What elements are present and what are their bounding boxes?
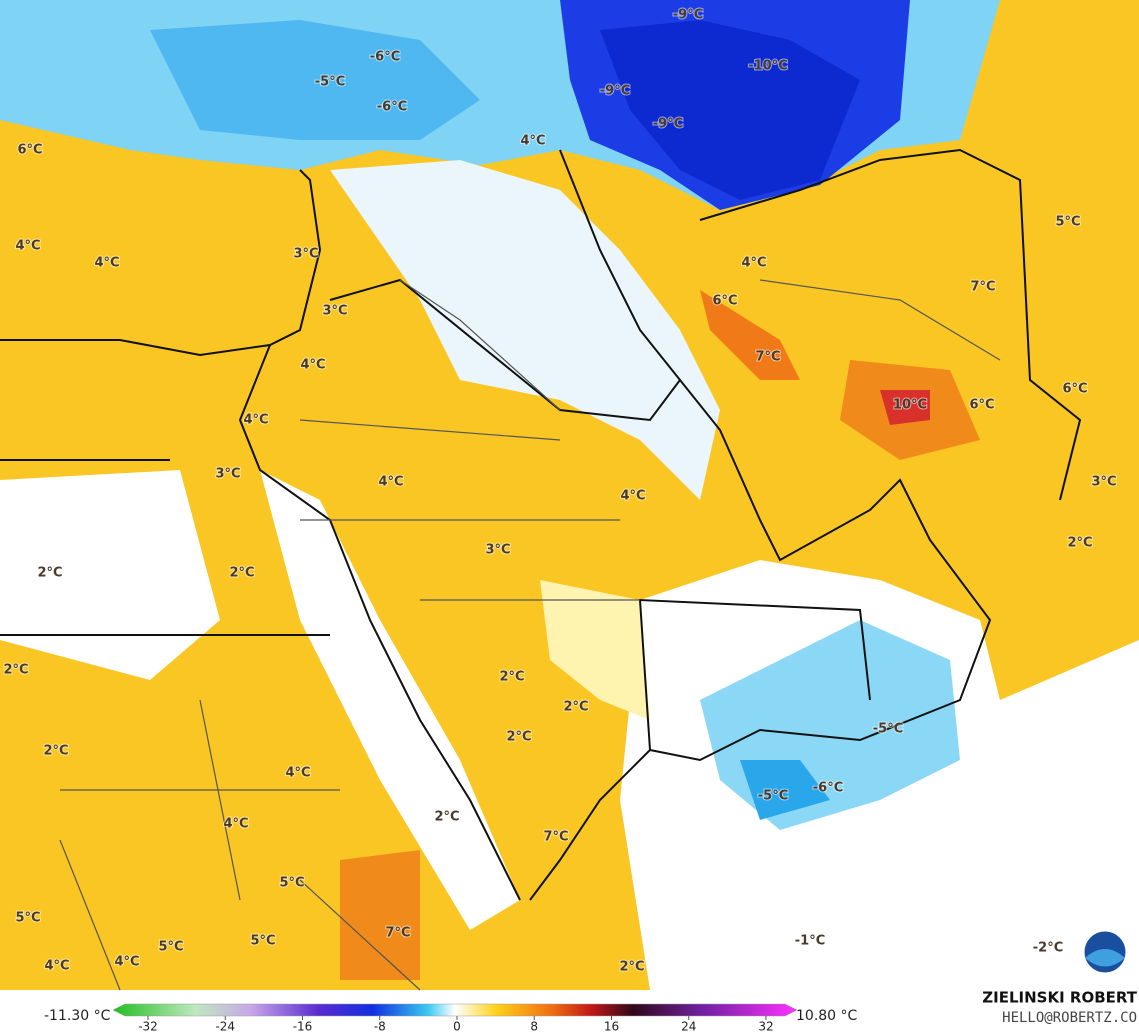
temperature-label: -5°C xyxy=(873,722,903,737)
temperature-label: 4°C xyxy=(741,256,766,271)
map-labels: -9°C -6°C -10°C -5°C -9°C -6°C -9°C 4°C 6°C 4°C 4°… xyxy=(2,7,1117,976)
temperature-label: 2°C xyxy=(619,960,644,975)
temperature-label: 2°C xyxy=(1067,536,1092,551)
borders xyxy=(0,148,1082,991)
colorbar-ticks: -32 -24 -16 -8 0 8 16 24 32 xyxy=(138,1016,774,1034)
temperature-label: -6°C xyxy=(370,50,400,65)
temperature-label: -9°C xyxy=(600,84,630,99)
temperature-label: -6°C xyxy=(813,781,843,796)
map-background xyxy=(0,0,1139,990)
temperature-label: 5°C xyxy=(15,911,40,926)
temperature-label: 7°C xyxy=(755,350,780,365)
temperature-label: 3°C xyxy=(1091,475,1116,490)
temperature-label: 6°C xyxy=(969,398,994,413)
temperature-label: 4°C xyxy=(114,955,139,970)
temperature-label: 2°C xyxy=(434,810,459,825)
credit-name: ZIELINSKI ROBERT xyxy=(982,989,1137,1007)
colorbar: -11.30 °C 10.80 °C -32 -24 -16 -8 0 8 16 24 32 xyxy=(44,1003,858,1034)
temperature-label: 2°C xyxy=(563,700,588,715)
colorbar-tick-label: -32 xyxy=(138,1020,158,1034)
credit-contact: HELLO@ROBERTZ.CO xyxy=(1002,1010,1137,1026)
temperature-label: 4°C xyxy=(15,239,40,254)
temperature-label: 2°C xyxy=(499,670,524,685)
temperature-label: 4°C xyxy=(520,134,545,149)
temperature-label: 3°C xyxy=(322,304,347,319)
temperature-label: 4°C xyxy=(94,256,119,271)
colorbar-min: -11.30 °C xyxy=(44,1008,111,1024)
temperature-label: 5°C xyxy=(158,940,183,955)
colorbar-tick-label: 8 xyxy=(530,1020,538,1034)
colorbar-tick-label: 16 xyxy=(604,1020,619,1034)
temperature-label: 5°C xyxy=(279,876,304,891)
temperature-label: 6°C xyxy=(712,294,737,309)
colorbar-tick-label: 24 xyxy=(681,1020,696,1034)
temperature-label: 2°C xyxy=(3,663,28,678)
temperature-label: -9°C xyxy=(653,117,683,132)
noaa-logo-wave xyxy=(1085,949,1125,967)
temperature-label: 5°C xyxy=(1055,215,1080,230)
colorbar-tick-label: 0 xyxy=(453,1020,461,1034)
temperature-label: 4°C xyxy=(223,817,248,832)
temperature-label: 4°C xyxy=(243,413,268,428)
temperature-label: -9°C xyxy=(673,8,703,23)
temperature-label: -10°C xyxy=(748,59,788,74)
temperature-label: 10°C xyxy=(893,398,927,413)
temperature-label: 2°C xyxy=(229,566,254,581)
colorbar-tick-label: -8 xyxy=(374,1020,386,1034)
temperature-label: -5°C xyxy=(315,75,345,90)
colorbar-max: 10.80 °C xyxy=(796,1008,858,1024)
temperature-label: 4°C xyxy=(620,489,645,504)
credit: ZIELINSKI ROBERT HELLO@ROBERTZ.CO xyxy=(955,928,1139,1035)
temperature-label: 4°C xyxy=(285,766,310,781)
temperature-label: 5°C xyxy=(250,934,275,949)
temperature-label: 7°C xyxy=(385,926,410,941)
temperature-label: 6°C xyxy=(1062,382,1087,397)
temperature-label: 2°C xyxy=(506,730,531,745)
temperature-label: 3°C xyxy=(215,467,240,482)
colorbar-gradient xyxy=(112,1003,798,1017)
temperature-label: 3°C xyxy=(485,543,510,558)
colorbar-tick-label: 32 xyxy=(758,1020,773,1034)
temperature-label: -1°C xyxy=(795,934,825,949)
temperature-label: 2°C xyxy=(43,744,68,759)
temperature-label: 4°C xyxy=(44,959,69,974)
temperature-label: 4°C xyxy=(300,358,325,373)
credit-box xyxy=(955,990,1139,1035)
temperature-label: 7°C xyxy=(543,830,568,845)
temperature-label: 3°C xyxy=(293,247,318,262)
temperature-label: -2°C xyxy=(1033,941,1063,956)
colorbar-tick-label: -24 xyxy=(215,1020,235,1034)
temperature-label: 4°C xyxy=(378,475,403,490)
temperature-label: -6°C xyxy=(377,100,407,115)
colorbar-tick-label: -16 xyxy=(293,1020,313,1034)
temperature-label: 2°C xyxy=(37,566,62,581)
temperature-label: 6°C xyxy=(17,143,42,158)
temperature-label: 7°C xyxy=(970,280,995,295)
temperature-label: -5°C xyxy=(758,789,788,804)
